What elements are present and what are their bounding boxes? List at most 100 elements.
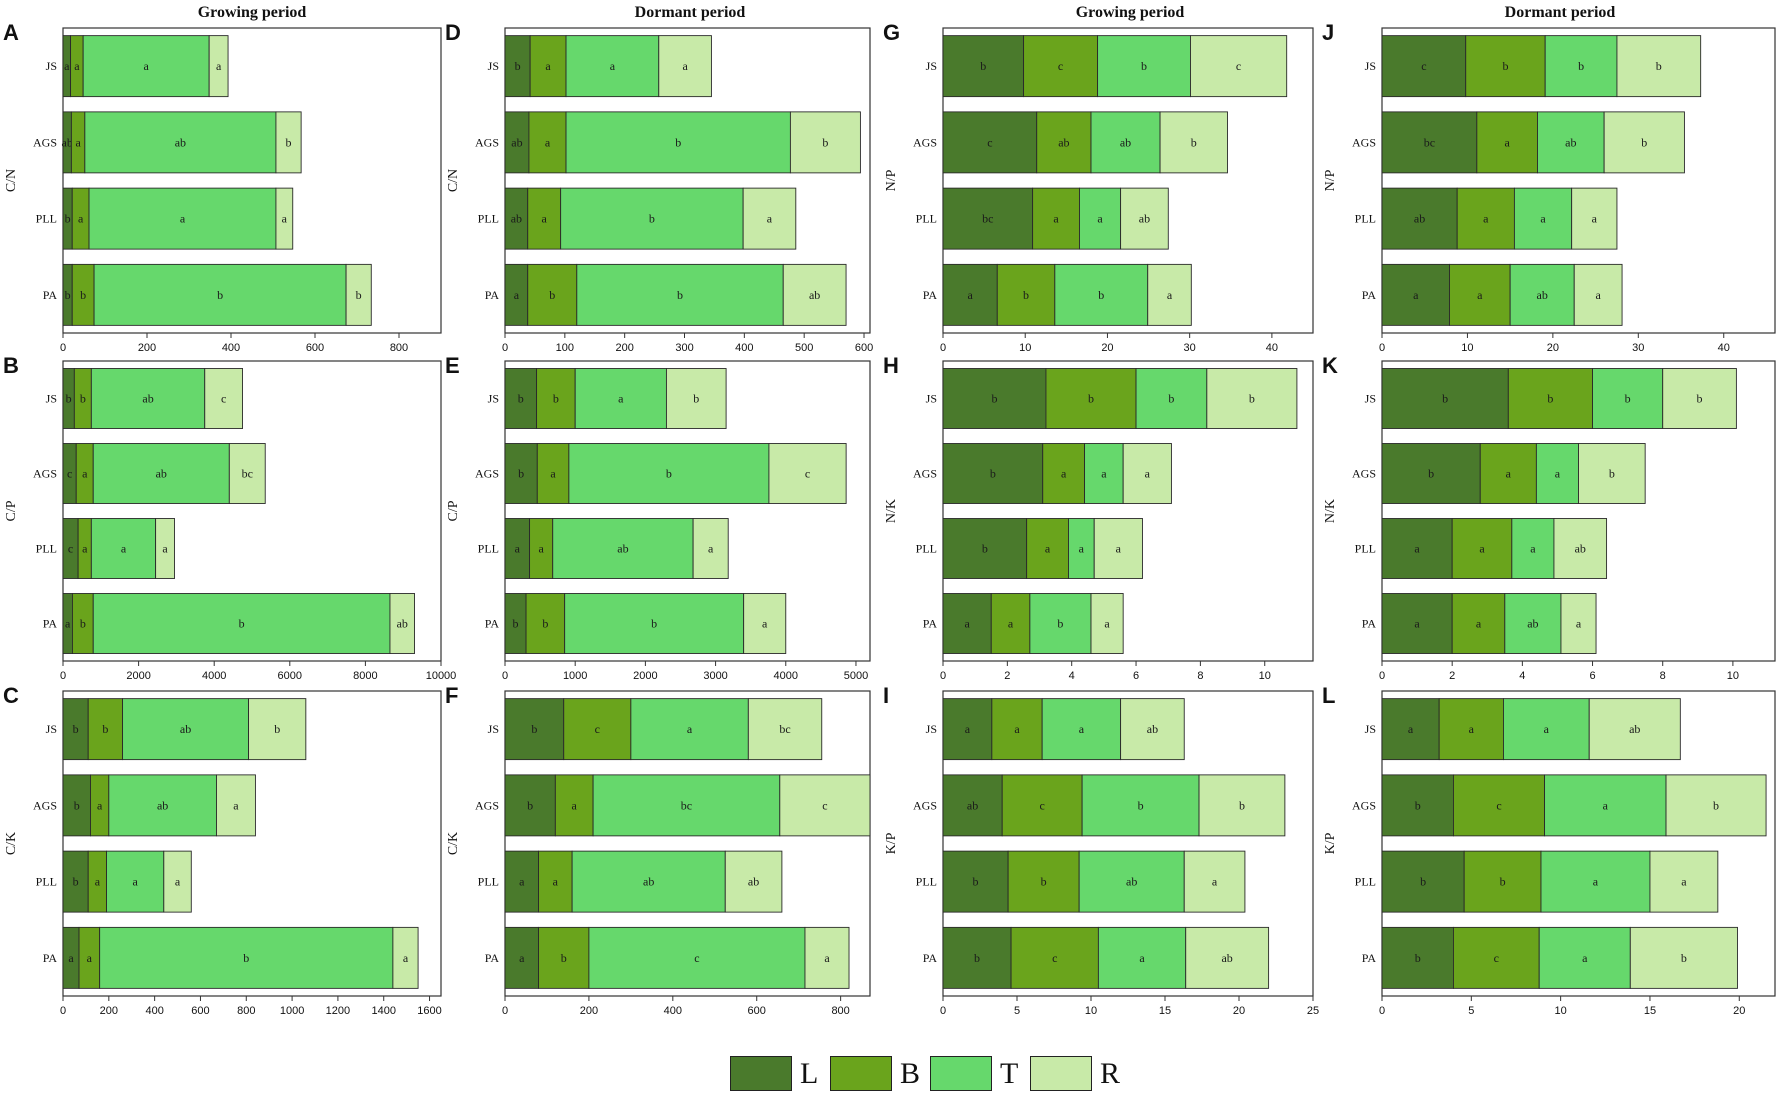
significance-label-D-AGS-R: b bbox=[822, 135, 828, 149]
bar-segment-D-AGS-T bbox=[565, 111, 791, 174]
significance-label-I-PA-R: ab bbox=[1221, 951, 1232, 965]
significance-label-H-PA-R: a bbox=[1104, 617, 1110, 631]
x-tick-label-D-300: 300 bbox=[675, 342, 693, 354]
x-tick-label-D-100: 100 bbox=[556, 342, 574, 354]
significance-label-J-PA-L: a bbox=[1413, 288, 1419, 302]
x-tick-label-E-3000: 3000 bbox=[703, 670, 727, 682]
bar-segment-C-PLL-T bbox=[106, 850, 165, 913]
significance-label-C-PA-R: a bbox=[403, 951, 409, 965]
significance-label-L-PLL-T: a bbox=[1593, 875, 1599, 889]
category-label-D-AGS: AGS bbox=[475, 135, 499, 149]
significance-label-H-AGS-R: a bbox=[1145, 467, 1151, 481]
significance-label-I-AGS-R: b bbox=[1239, 798, 1245, 812]
bar-segment-D-JS-B bbox=[529, 35, 567, 98]
category-label-C-JS: JS bbox=[46, 722, 57, 736]
category-label-L-JS: JS bbox=[1365, 722, 1376, 736]
x-tick-label-H-6: 6 bbox=[1133, 670, 1139, 682]
bar-segment-H-PA-B bbox=[990, 593, 1031, 654]
bar-segment-G-AGS-T bbox=[1090, 111, 1161, 174]
significance-label-A-JS-R: a bbox=[216, 59, 222, 73]
bar-segment-K-JS-T bbox=[1592, 368, 1664, 429]
bar-segment-H-JS-R bbox=[1206, 368, 1298, 429]
significance-label-J-JS-T: b bbox=[1578, 59, 1584, 73]
bar-segment-G-JS-R bbox=[1190, 35, 1288, 98]
bar-segment-K-PA-R bbox=[1560, 593, 1597, 654]
panel-letter-I: I bbox=[883, 683, 889, 708]
significance-label-D-PA-L: a bbox=[514, 288, 520, 302]
category-label-E-JS: JS bbox=[488, 392, 499, 406]
bar-segment-I-AGS-L bbox=[942, 774, 1003, 837]
panel-H: H N/K JS b b b b AGS b a a a PLL b a a a PA a a b a 0 2 4 6 8 10 bbox=[883, 353, 1314, 682]
y-axis-label-G: N/P bbox=[884, 169, 899, 191]
bar-segment-C-JS-R bbox=[248, 698, 307, 761]
bar-segment-A-JS-T bbox=[82, 35, 210, 98]
significance-label-K-PA-R: a bbox=[1576, 617, 1582, 631]
x-tick-label-G-40: 40 bbox=[1266, 342, 1278, 354]
panel-letter-E: E bbox=[445, 353, 460, 378]
significance-label-A-PA-R: b bbox=[356, 288, 362, 302]
category-label-K-JS: JS bbox=[1365, 392, 1376, 406]
significance-label-J-AGS-L: bc bbox=[1424, 135, 1435, 149]
x-tick-label-L-0: 0 bbox=[1379, 1005, 1385, 1017]
y-axis-label-H: N/K bbox=[884, 499, 899, 523]
bar-segment-J-AGS-L bbox=[1381, 111, 1478, 174]
x-tick-label-H-8: 8 bbox=[1197, 670, 1203, 682]
significance-label-J-PLL-T: a bbox=[1540, 212, 1546, 226]
x-tick-label-L-10: 10 bbox=[1555, 1005, 1567, 1017]
x-tick-label-I-25: 25 bbox=[1307, 1005, 1319, 1017]
significance-label-I-PLL-T: ab bbox=[1126, 875, 1137, 889]
bar-segment-I-AGS-R bbox=[1198, 774, 1286, 837]
bar-segment-B-JS-T bbox=[90, 368, 206, 429]
x-tick-label-B-0: 0 bbox=[60, 670, 66, 682]
x-tick-label-A-0: 0 bbox=[60, 342, 66, 354]
x-tick-label-F-400: 400 bbox=[664, 1005, 682, 1017]
bar-segment-I-AGS-T bbox=[1081, 774, 1200, 837]
significance-label-G-JS-T: b bbox=[1141, 59, 1147, 73]
category-label-E-AGS: AGS bbox=[475, 467, 499, 481]
significance-label-C-PLL-L: b bbox=[73, 875, 79, 889]
significance-label-L-JS-R: ab bbox=[1629, 722, 1640, 736]
panel-letter-H: H bbox=[883, 353, 899, 378]
x-tick-label-I-5: 5 bbox=[1014, 1005, 1020, 1017]
bar-segment-F-AGS-L bbox=[504, 774, 556, 837]
x-tick-label-F-800: 800 bbox=[831, 1005, 849, 1017]
x-tick-label-E-0: 0 bbox=[502, 670, 508, 682]
x-tick-label-B-6000: 6000 bbox=[278, 670, 302, 682]
category-label-L-AGS: AGS bbox=[1352, 798, 1376, 812]
legend-label-L: L bbox=[800, 1057, 819, 1090]
bar-segment-K-AGS-B bbox=[1479, 443, 1537, 504]
significance-label-L-AGS-L: b bbox=[1415, 798, 1421, 812]
significance-label-D-PLL-R: a bbox=[767, 212, 773, 226]
panel-letter-L: L bbox=[1322, 683, 1335, 708]
bar-segment-L-AGS-T bbox=[1544, 774, 1667, 837]
category-label-C-PLL: PLL bbox=[36, 875, 57, 889]
x-tick-label-J-20: 20 bbox=[1547, 342, 1559, 354]
significance-label-E-PLL-T: ab bbox=[617, 542, 628, 556]
bar-segment-F-JS-B bbox=[563, 698, 632, 761]
category-label-F-PLL: PLL bbox=[478, 875, 499, 889]
significance-label-C-AGS-R: a bbox=[233, 798, 239, 812]
category-label-J-AGS: AGS bbox=[1352, 135, 1376, 149]
significance-label-K-PLL-B: a bbox=[1479, 542, 1485, 556]
significance-label-J-JS-R: b bbox=[1656, 59, 1662, 73]
category-label-I-PLL: PLL bbox=[916, 875, 937, 889]
significance-label-I-JS-B: a bbox=[1014, 722, 1020, 736]
panel-frame-J bbox=[1381, 27, 1776, 334]
significance-label-A-PLL-L: b bbox=[65, 212, 71, 226]
column-title-3: Growing period bbox=[1076, 4, 1185, 21]
bar-segment-J-AGS-R bbox=[1603, 111, 1685, 174]
significance-label-B-JS-T: ab bbox=[142, 392, 153, 406]
x-tick-label-C-400: 400 bbox=[145, 1005, 163, 1017]
legend-swatch-T bbox=[930, 1056, 992, 1091]
bar-segment-H-JS-B bbox=[1045, 368, 1137, 429]
bar-segment-F-JS-L bbox=[504, 698, 565, 761]
significance-label-E-JS-T: a bbox=[618, 392, 624, 406]
significance-label-B-AGS-B: a bbox=[82, 467, 88, 481]
significance-label-J-PA-R: a bbox=[1595, 288, 1601, 302]
bar-segment-J-PLL-R bbox=[1571, 187, 1618, 250]
x-tick-label-E-5000: 5000 bbox=[844, 670, 868, 682]
significance-label-H-PLL-L: b bbox=[982, 542, 988, 556]
